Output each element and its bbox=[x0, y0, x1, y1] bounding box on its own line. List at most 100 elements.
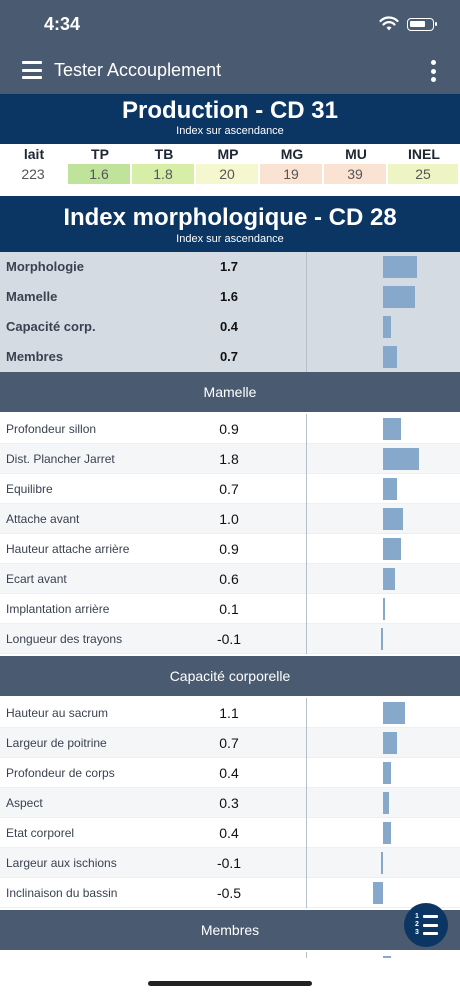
section-header: Mamelle bbox=[0, 372, 460, 412]
row-value: 0.9 bbox=[219, 541, 239, 557]
table-row[interactable]: Aspect 0.3 bbox=[0, 788, 460, 818]
table-row[interactable]: Longueur des trayons -0.1 bbox=[0, 624, 460, 654]
row-value: 0.3 bbox=[219, 795, 239, 811]
table-row[interactable]: Ecart avant 0.6 bbox=[0, 564, 460, 594]
table-row[interactable]: Inclinaison du bassin -0.5 bbox=[0, 878, 460, 908]
row-label: Profondeur sillon bbox=[6, 422, 97, 436]
index-bar bbox=[383, 732, 397, 754]
morpho-summary: Morphologie 1.7 Mamelle 1.6 Capacité corp. 0.… bbox=[0, 252, 460, 372]
index-bar bbox=[373, 882, 383, 904]
section-rows: Hauteur au sacrum 1.1 Largeur de poitrine 0… bbox=[0, 698, 460, 908]
bottom-safe-area bbox=[0, 958, 460, 996]
row-label: Dist. Plancher Jarret bbox=[6, 452, 115, 466]
index-bar bbox=[381, 852, 383, 874]
wifi-icon bbox=[379, 16, 399, 31]
status-time: 4:34 bbox=[44, 14, 81, 34]
table-row[interactable]: Etat corporel 0.4 bbox=[0, 818, 460, 848]
production-label: MP bbox=[217, 146, 239, 162]
production-label: MG bbox=[280, 146, 304, 162]
summary-row[interactable]: Mamelle 1.6 bbox=[0, 282, 460, 312]
production-column: TB 1.8 bbox=[132, 144, 196, 188]
summary-value: 0.4 bbox=[219, 319, 239, 334]
row-value: 1.0 bbox=[219, 511, 239, 527]
summary-row[interactable]: Morphologie 1.7 bbox=[0, 252, 460, 282]
table-row[interactable]: Hauteur attache arrière 0.9 bbox=[0, 534, 460, 564]
section-header: Membres bbox=[0, 910, 460, 950]
row-label: Attache avant bbox=[6, 512, 80, 526]
table-row[interactable]: Equilibre 0.7 bbox=[0, 474, 460, 504]
production-label: INEL bbox=[408, 146, 440, 162]
index-bar bbox=[383, 822, 391, 844]
production-label: TP bbox=[91, 146, 109, 162]
production-column: MG 19 bbox=[260, 144, 324, 188]
table-row[interactable]: Implantation arrière 0.1 bbox=[0, 594, 460, 624]
index-bar bbox=[383, 448, 419, 470]
table-row[interactable]: Attache avant 1.0 bbox=[0, 504, 460, 534]
row-value: -0.1 bbox=[216, 631, 242, 647]
production-column: TP 1.6 bbox=[68, 144, 132, 188]
production-column: MU 39 bbox=[324, 144, 388, 188]
index-bar bbox=[383, 598, 385, 620]
row-value: 1.1 bbox=[219, 705, 239, 721]
home-indicator bbox=[148, 981, 312, 986]
index-bar bbox=[383, 316, 391, 338]
index-bar bbox=[381, 628, 383, 650]
kebab-icon[interactable] bbox=[429, 60, 437, 82]
production-column: lait 223 bbox=[0, 144, 68, 188]
summary-value: 1.7 bbox=[219, 259, 239, 274]
section-rows: Profondeur sillon 0.9 Dist. Plancher Jarre… bbox=[0, 414, 460, 654]
index-bar bbox=[383, 762, 391, 784]
app-title: Tester Accouplement bbox=[54, 60, 222, 80]
index-bar bbox=[383, 538, 401, 560]
summary-value: 0.7 bbox=[219, 349, 239, 364]
production-value: 223 bbox=[0, 164, 68, 184]
production-header: Production - CD 31 Index sur ascendance bbox=[0, 94, 460, 144]
morpho-subtitle: Index sur ascendance bbox=[176, 233, 284, 245]
summary-row[interactable]: Membres 0.7 bbox=[0, 342, 460, 372]
row-value: 0.9 bbox=[219, 421, 239, 437]
row-label: Aspect bbox=[6, 796, 43, 810]
morpho-header: Index morphologique - CD 28 Index sur as… bbox=[0, 196, 460, 252]
table-row[interactable]: Dist. Plancher Jarret 1.8 bbox=[0, 444, 460, 474]
row-value: -0.1 bbox=[216, 855, 242, 871]
row-value: 0.7 bbox=[219, 481, 239, 497]
hamburger-icon[interactable] bbox=[22, 61, 42, 79]
index-bar bbox=[383, 286, 415, 308]
production-column: MP 20 bbox=[196, 144, 260, 188]
status-icons bbox=[379, 16, 437, 32]
table-row[interactable]: Profondeur de corps 0.4 bbox=[0, 758, 460, 788]
summary-label: Mamelle bbox=[6, 289, 58, 304]
row-value: 0.7 bbox=[219, 735, 239, 751]
production-value: 19 bbox=[260, 164, 324, 184]
row-label: Etat corporel bbox=[6, 826, 75, 840]
table-row[interactable]: Largeur aux ischions -0.1 bbox=[0, 848, 460, 878]
summary-row[interactable]: Capacité corp. 0.4 bbox=[0, 312, 460, 342]
row-value: 0.6 bbox=[219, 571, 239, 587]
morpho-title: Index morphologique - CD 28 bbox=[63, 204, 397, 231]
summary-label: Membres bbox=[6, 349, 64, 364]
row-value: 0.4 bbox=[219, 825, 239, 841]
production-value: 20 bbox=[196, 164, 260, 184]
row-label: Profondeur de corps bbox=[6, 766, 115, 780]
top-bar: 4:34 Tester Accouplement bbox=[0, 0, 460, 94]
section-header: Capacité corporelle bbox=[0, 656, 460, 696]
battery-icon bbox=[407, 17, 437, 31]
production-label: TB bbox=[154, 146, 174, 162]
production-value: 1.6 bbox=[68, 164, 132, 184]
table-row[interactable]: Largeur de poitrine 0.7 bbox=[0, 728, 460, 758]
table-row[interactable]: Profondeur sillon 0.9 bbox=[0, 414, 460, 444]
index-bar bbox=[383, 568, 395, 590]
row-label: Largeur de poitrine bbox=[6, 736, 107, 750]
row-label: Longueur des trayons bbox=[6, 632, 123, 646]
index-bar bbox=[383, 346, 397, 368]
production-column: INEL 25 bbox=[388, 144, 460, 188]
index-bar bbox=[383, 792, 389, 814]
production-value: 39 bbox=[324, 164, 388, 184]
row-label: Implantation arrière bbox=[6, 602, 110, 616]
row-label: Hauteur au sacrum bbox=[6, 706, 109, 720]
production-value: 1.8 bbox=[132, 164, 196, 184]
table-row[interactable]: Hauteur au sacrum 1.1 bbox=[0, 698, 460, 728]
